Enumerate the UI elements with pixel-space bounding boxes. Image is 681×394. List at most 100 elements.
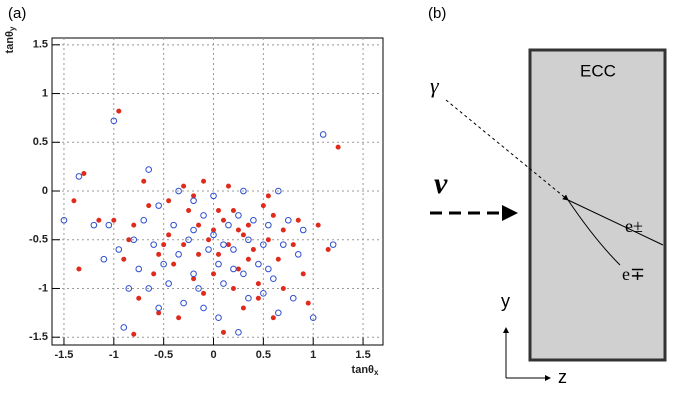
axis-y-label: y bbox=[501, 291, 510, 311]
point bbox=[175, 187, 182, 195]
point bbox=[185, 236, 192, 244]
point bbox=[76, 266, 82, 272]
point bbox=[125, 285, 133, 292]
point bbox=[280, 227, 286, 233]
point bbox=[190, 226, 197, 234]
point bbox=[130, 236, 138, 244]
point bbox=[280, 285, 286, 291]
point bbox=[220, 329, 226, 335]
point bbox=[166, 232, 172, 238]
e-pm-label: e± bbox=[625, 216, 643, 236]
point bbox=[151, 271, 157, 277]
point bbox=[335, 144, 341, 150]
point bbox=[180, 299, 187, 307]
track bbox=[567, 199, 621, 266]
axis-z-label: z bbox=[558, 367, 567, 387]
point bbox=[240, 270, 247, 278]
point bbox=[255, 281, 261, 287]
point bbox=[210, 231, 217, 239]
point bbox=[270, 315, 276, 321]
point bbox=[275, 256, 281, 262]
point bbox=[270, 212, 276, 218]
point bbox=[225, 183, 231, 189]
point bbox=[165, 280, 172, 287]
point bbox=[245, 256, 251, 262]
point bbox=[176, 315, 182, 321]
point bbox=[275, 187, 282, 195]
point bbox=[170, 221, 177, 229]
point bbox=[75, 173, 83, 180]
point bbox=[191, 276, 197, 282]
point bbox=[200, 212, 207, 219]
point bbox=[245, 222, 251, 228]
point bbox=[315, 222, 321, 228]
point bbox=[225, 221, 232, 229]
point bbox=[250, 216, 257, 224]
x-axis-label-sub: x bbox=[374, 368, 379, 377]
box-label: ECC bbox=[580, 61, 616, 80]
y-tick-label: -0.5 bbox=[29, 234, 48, 246]
point bbox=[111, 217, 117, 223]
point bbox=[150, 241, 157, 248]
point bbox=[181, 242, 187, 248]
point bbox=[295, 217, 301, 223]
point bbox=[215, 314, 222, 322]
point bbox=[186, 208, 192, 214]
point bbox=[136, 295, 142, 301]
point bbox=[156, 251, 162, 257]
x-tick-label: 1.5 bbox=[355, 349, 370, 361]
point bbox=[240, 305, 246, 311]
point bbox=[196, 251, 202, 257]
point bbox=[230, 246, 237, 253]
point bbox=[265, 221, 272, 229]
point bbox=[230, 208, 236, 214]
y-tick-label: 0 bbox=[42, 185, 48, 197]
track bbox=[567, 199, 664, 246]
point bbox=[121, 256, 127, 262]
nu-arrowhead bbox=[502, 205, 518, 221]
x-tick-label: -0.5 bbox=[154, 349, 173, 361]
point bbox=[196, 222, 202, 228]
point bbox=[145, 285, 153, 292]
point bbox=[120, 324, 128, 331]
point bbox=[215, 260, 222, 268]
point bbox=[160, 260, 167, 268]
point bbox=[110, 117, 118, 125]
point bbox=[71, 198, 77, 204]
point bbox=[289, 294, 297, 302]
point bbox=[225, 242, 231, 248]
point bbox=[220, 241, 227, 248]
y-tick-label: 1 bbox=[42, 87, 48, 99]
y-axis-label: tanθy bbox=[4, 26, 17, 53]
point bbox=[309, 314, 317, 322]
point bbox=[90, 221, 98, 229]
point bbox=[181, 183, 187, 189]
point bbox=[255, 260, 262, 268]
y-tick-label: 0.5 bbox=[33, 136, 48, 148]
point bbox=[245, 294, 252, 302]
point bbox=[135, 265, 143, 273]
point bbox=[265, 265, 272, 273]
point bbox=[240, 232, 246, 238]
point bbox=[200, 304, 207, 312]
point bbox=[294, 251, 302, 258]
point bbox=[319, 131, 327, 138]
point bbox=[299, 226, 307, 234]
point bbox=[300, 271, 306, 277]
point bbox=[190, 270, 197, 278]
point bbox=[105, 221, 113, 229]
point bbox=[290, 242, 296, 248]
point bbox=[250, 246, 256, 252]
x-tick-label: 1 bbox=[310, 349, 316, 361]
point bbox=[155, 304, 162, 312]
point bbox=[96, 217, 102, 223]
point bbox=[280, 241, 287, 248]
point bbox=[131, 331, 137, 337]
point bbox=[260, 203, 266, 209]
point bbox=[156, 310, 162, 316]
gamma-arrow bbox=[445, 99, 569, 201]
point bbox=[305, 300, 311, 306]
point bbox=[191, 193, 197, 199]
